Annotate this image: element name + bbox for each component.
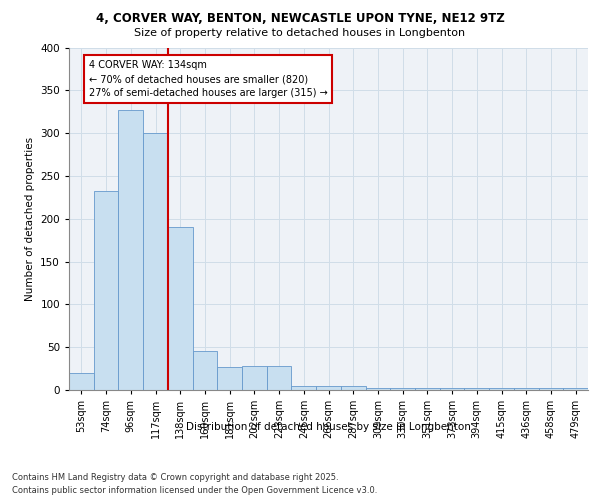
Bar (316, 386, 341, 390)
Text: 4 CORVER WAY: 134sqm
← 70% of detached houses are smaller (820)
27% of semi-deta: 4 CORVER WAY: 134sqm ← 70% of detached h… (89, 60, 328, 98)
Bar (390, 388, 415, 390)
Y-axis label: Number of detached properties: Number of detached properties (25, 136, 35, 301)
Bar (242, 366, 267, 390)
Bar (514, 388, 539, 390)
Text: Distribution of detached houses by size in Longbenton: Distribution of detached houses by size … (187, 422, 471, 432)
Bar (440, 388, 464, 390)
Bar (365, 388, 390, 390)
Bar (118, 110, 143, 390)
Bar (267, 366, 292, 390)
Bar (193, 352, 217, 390)
Text: 4, CORVER WAY, BENTON, NEWCASTLE UPON TYNE, NE12 9TZ: 4, CORVER WAY, BENTON, NEWCASTLE UPON TY… (95, 12, 505, 26)
Bar (143, 133, 168, 390)
Text: Size of property relative to detached houses in Longbenton: Size of property relative to detached ho… (134, 28, 466, 38)
Bar (341, 386, 365, 390)
Bar (539, 388, 563, 390)
Bar (563, 388, 588, 390)
Text: Contains HM Land Registry data © Crown copyright and database right 2025.: Contains HM Land Registry data © Crown c… (12, 472, 338, 482)
Bar (292, 386, 316, 390)
Bar (415, 388, 440, 390)
Bar (69, 373, 94, 390)
Bar (94, 192, 118, 390)
Text: Contains public sector information licensed under the Open Government Licence v3: Contains public sector information licen… (12, 486, 377, 495)
Bar (217, 367, 242, 390)
Bar (168, 228, 193, 390)
Bar (464, 388, 489, 390)
Bar (489, 388, 514, 390)
